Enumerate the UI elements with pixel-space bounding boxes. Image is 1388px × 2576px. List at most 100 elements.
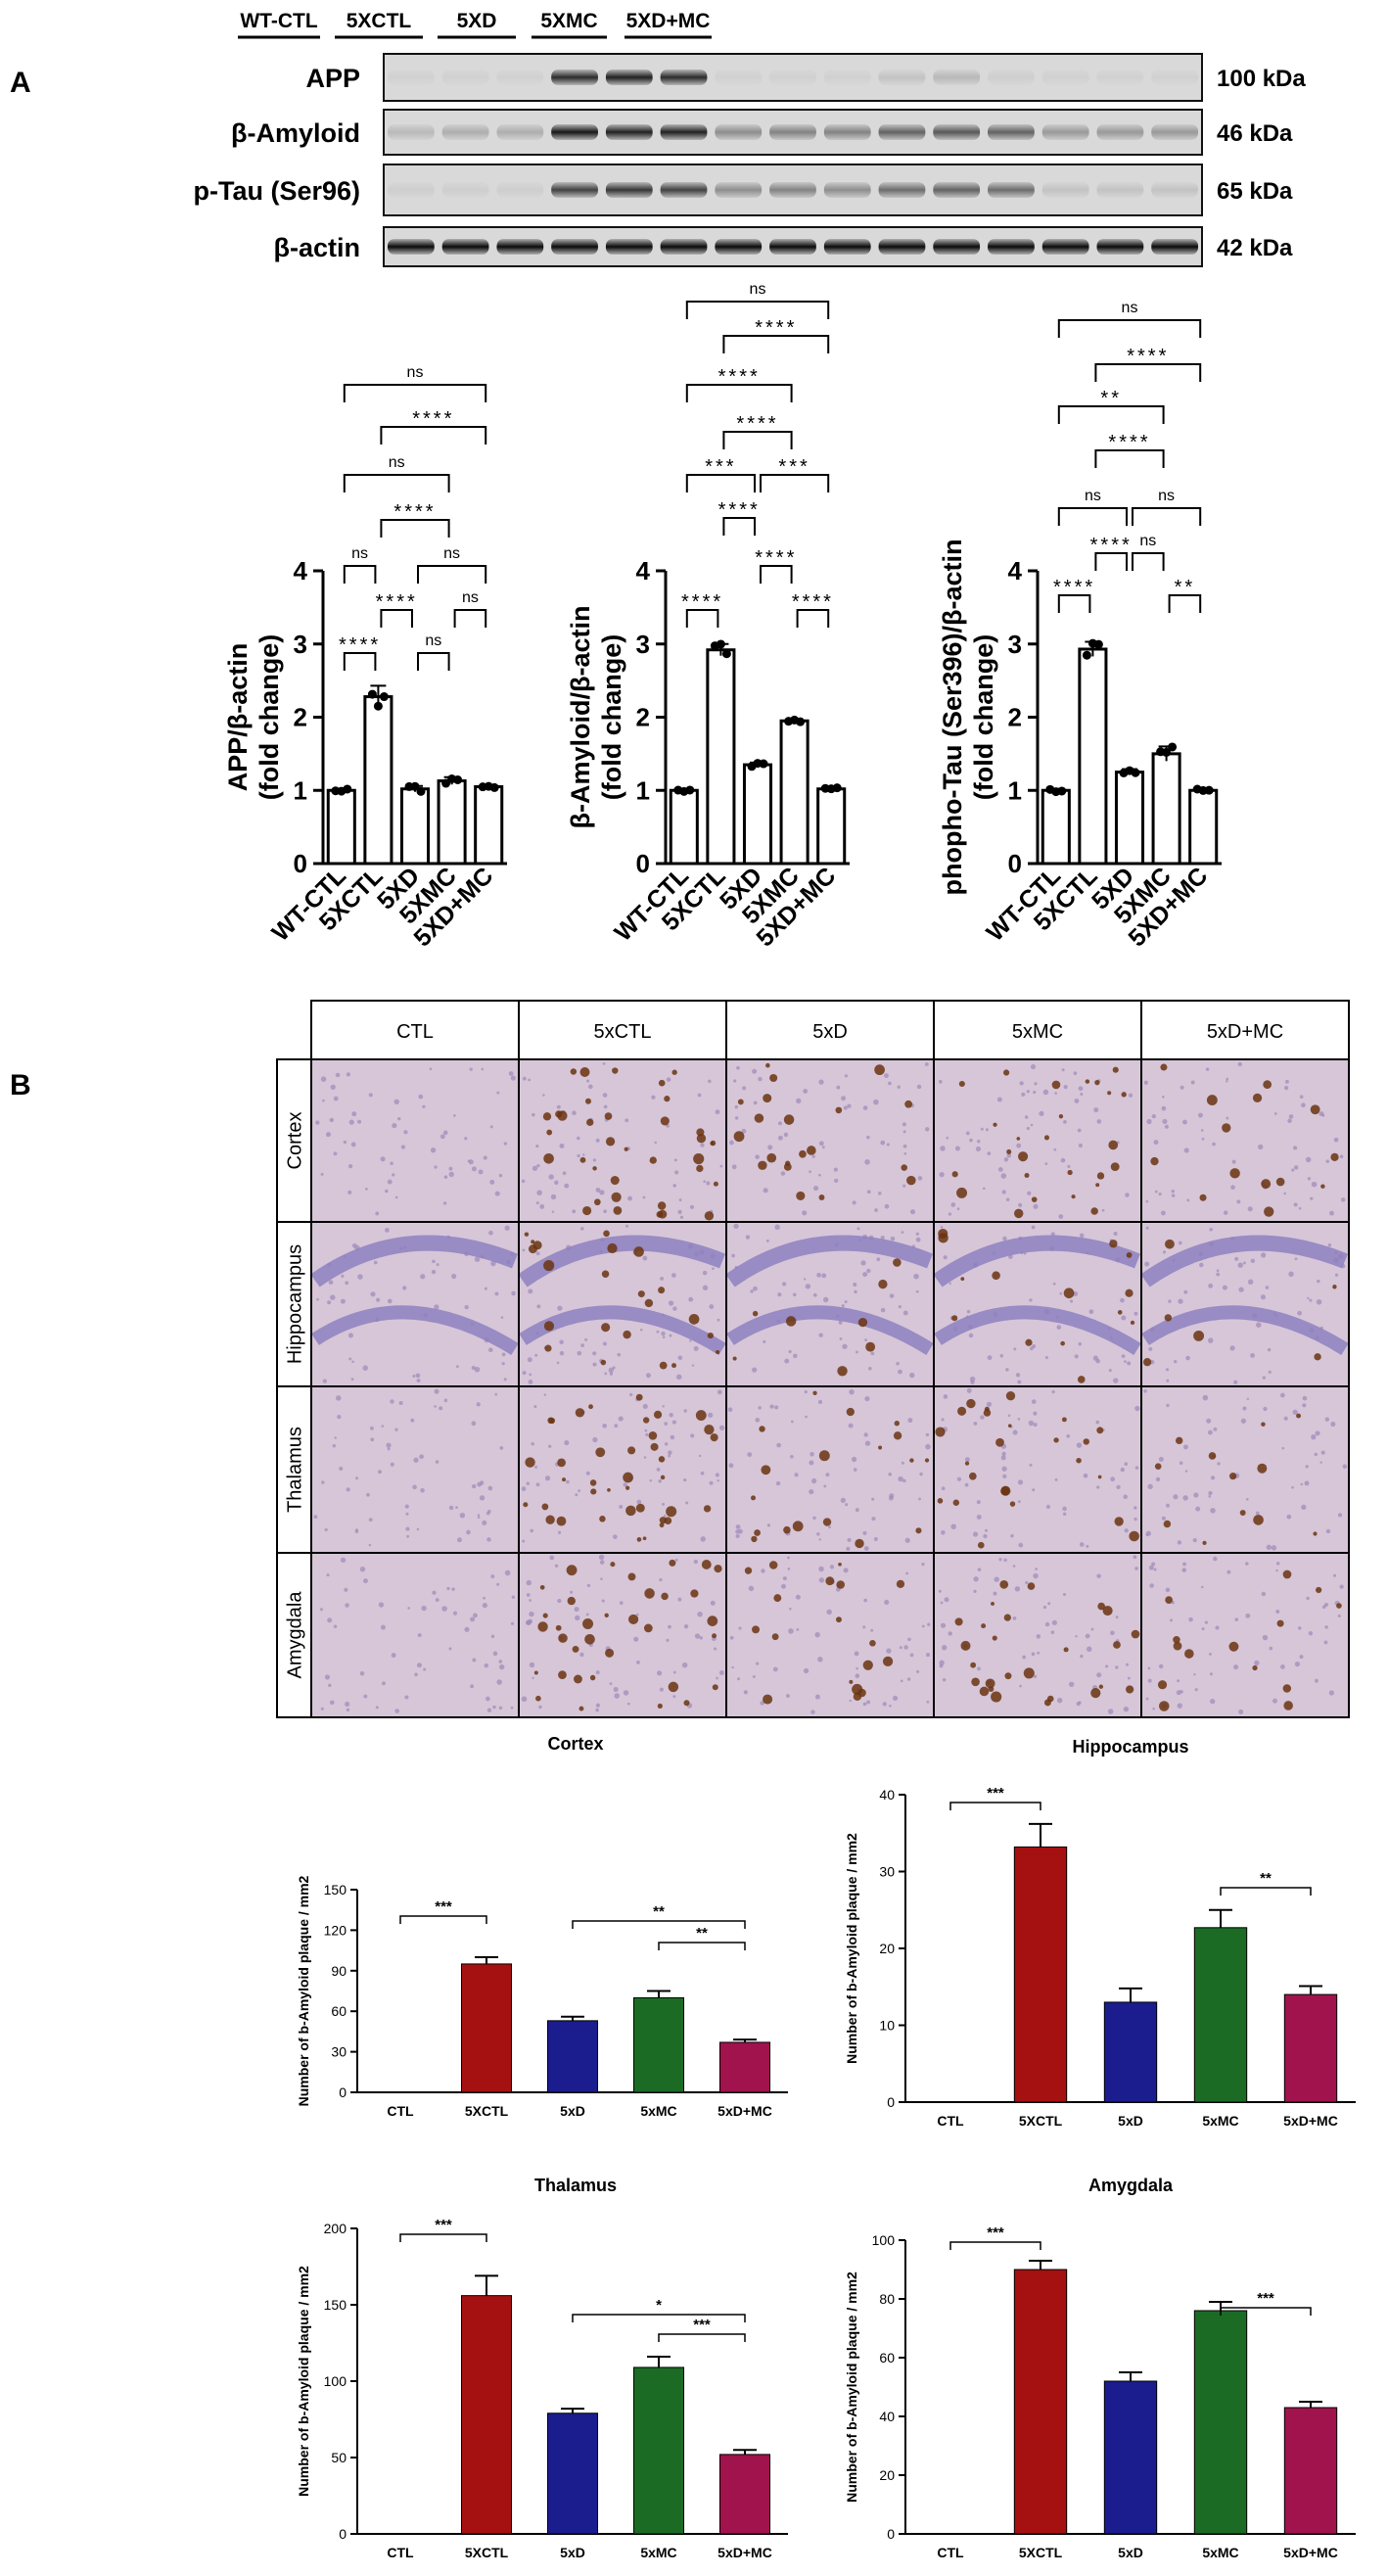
nucleus xyxy=(1182,1444,1188,1450)
nucleus xyxy=(359,1671,365,1676)
nucleus xyxy=(585,1613,589,1616)
data-point xyxy=(453,774,463,784)
amyloid-plaque xyxy=(1058,1113,1064,1119)
data-point xyxy=(1131,768,1140,777)
nucleus xyxy=(1016,1143,1022,1148)
nucleus xyxy=(731,1164,737,1170)
amyloid-plaque xyxy=(531,1240,535,1244)
tissue-image-cortex-0 xyxy=(310,1058,520,1223)
amyloid-plaque xyxy=(1108,1140,1119,1150)
amyloid-plaque xyxy=(758,1160,767,1170)
significance-bracket xyxy=(1168,594,1202,613)
y-tick-label: 120 xyxy=(324,1922,347,1938)
nucleus xyxy=(860,1260,866,1266)
nucleus xyxy=(1083,1473,1088,1478)
amyloid-plaque xyxy=(1016,1137,1021,1141)
significance-bracket xyxy=(453,609,487,628)
x-tick-label: 5xD xyxy=(560,2103,585,2119)
nucleus xyxy=(1063,1085,1068,1090)
bar xyxy=(632,1996,685,2093)
nucleus xyxy=(1033,1090,1037,1095)
nucleus xyxy=(900,1679,903,1683)
nucleus xyxy=(811,1477,817,1484)
data-point xyxy=(1168,742,1178,752)
nucleus xyxy=(669,1413,673,1418)
nucleus xyxy=(1333,1137,1339,1143)
amyloid-plaque xyxy=(688,1314,700,1325)
amyloid-plaque xyxy=(992,1635,997,1641)
nucleus xyxy=(745,1235,751,1240)
nucleus xyxy=(1012,1565,1016,1568)
nucleus xyxy=(1242,1261,1246,1265)
nucleus xyxy=(848,1423,854,1429)
nucleus xyxy=(466,1529,471,1535)
tissue-image-cortex-3 xyxy=(933,1058,1142,1223)
grid-header xyxy=(310,1000,1350,1060)
amyloid-plaque xyxy=(737,1099,744,1105)
x-tick-label: 5xD+MC xyxy=(717,2545,772,2560)
nucleus xyxy=(551,1210,555,1213)
nucleus xyxy=(716,1676,718,1680)
nucleus xyxy=(340,1298,346,1304)
nucleus xyxy=(1262,1634,1269,1641)
amyloid-plaque xyxy=(951,1171,958,1178)
nucleus xyxy=(1210,1508,1216,1514)
tissue-image-amygdala-2 xyxy=(725,1552,935,1718)
nucleus xyxy=(843,1105,848,1110)
nucleus xyxy=(983,1187,986,1191)
nucleus xyxy=(810,1452,814,1457)
nucleus xyxy=(864,1338,868,1342)
nucleus xyxy=(840,1497,846,1504)
amyloid-plaque xyxy=(1085,1079,1090,1084)
nucleus xyxy=(828,1525,831,1529)
significance-bracket xyxy=(658,1942,746,1950)
tissue-image-cortex-2 xyxy=(725,1058,935,1223)
nucleus xyxy=(441,1606,447,1612)
nucleus xyxy=(818,1173,821,1177)
nucleus xyxy=(359,1566,366,1572)
nucleus xyxy=(603,1209,607,1214)
amyloid-plaque xyxy=(991,1602,995,1606)
nucleus xyxy=(733,1223,739,1230)
nucleus xyxy=(313,1515,318,1520)
nucleus xyxy=(818,1333,823,1337)
nucleus xyxy=(510,1706,514,1710)
amyloid-plaque xyxy=(558,1633,568,1643)
nucleus xyxy=(362,1365,368,1371)
amyloid-plaque xyxy=(761,1465,771,1475)
nucleus xyxy=(492,1705,496,1710)
nucleus xyxy=(575,1615,580,1621)
nucleus xyxy=(330,1700,335,1706)
grid-column-label: 5xCTL xyxy=(594,1021,652,1043)
nucleus xyxy=(1017,1479,1024,1485)
nucleus xyxy=(787,1568,791,1570)
nucleus xyxy=(557,1530,562,1534)
significance-bracket xyxy=(1132,507,1202,526)
nucleus xyxy=(737,1528,743,1534)
nucleus xyxy=(844,1074,848,1078)
amyloid-plaque xyxy=(970,1662,977,1668)
amyloid-plaque xyxy=(862,1660,873,1670)
amyloid-plaque xyxy=(661,1592,669,1601)
amyloid-plaque xyxy=(547,1417,554,1425)
amyloid-plaque xyxy=(1165,1596,1173,1604)
blot-band xyxy=(933,182,981,198)
significance-label: **** xyxy=(1127,346,1169,367)
amyloid-plaque xyxy=(660,1116,670,1126)
nucleus xyxy=(863,1432,868,1437)
tissue-image-thalamus-1 xyxy=(518,1385,727,1554)
nucleus xyxy=(1192,1537,1197,1543)
nucleus xyxy=(494,1392,498,1396)
nucleus xyxy=(598,1554,605,1561)
nucleus xyxy=(1161,1210,1166,1216)
amyloid-plaque xyxy=(671,1363,677,1369)
amyloid-plaque xyxy=(1282,1684,1292,1693)
nucleus xyxy=(689,1204,694,1209)
grid-row-header xyxy=(276,1552,312,1718)
nucleus xyxy=(818,1538,822,1541)
nucleus xyxy=(479,1495,486,1501)
amyloid-plaque xyxy=(1097,1602,1106,1611)
nucleus xyxy=(586,1079,590,1083)
amyloid-plaque xyxy=(657,1201,667,1210)
